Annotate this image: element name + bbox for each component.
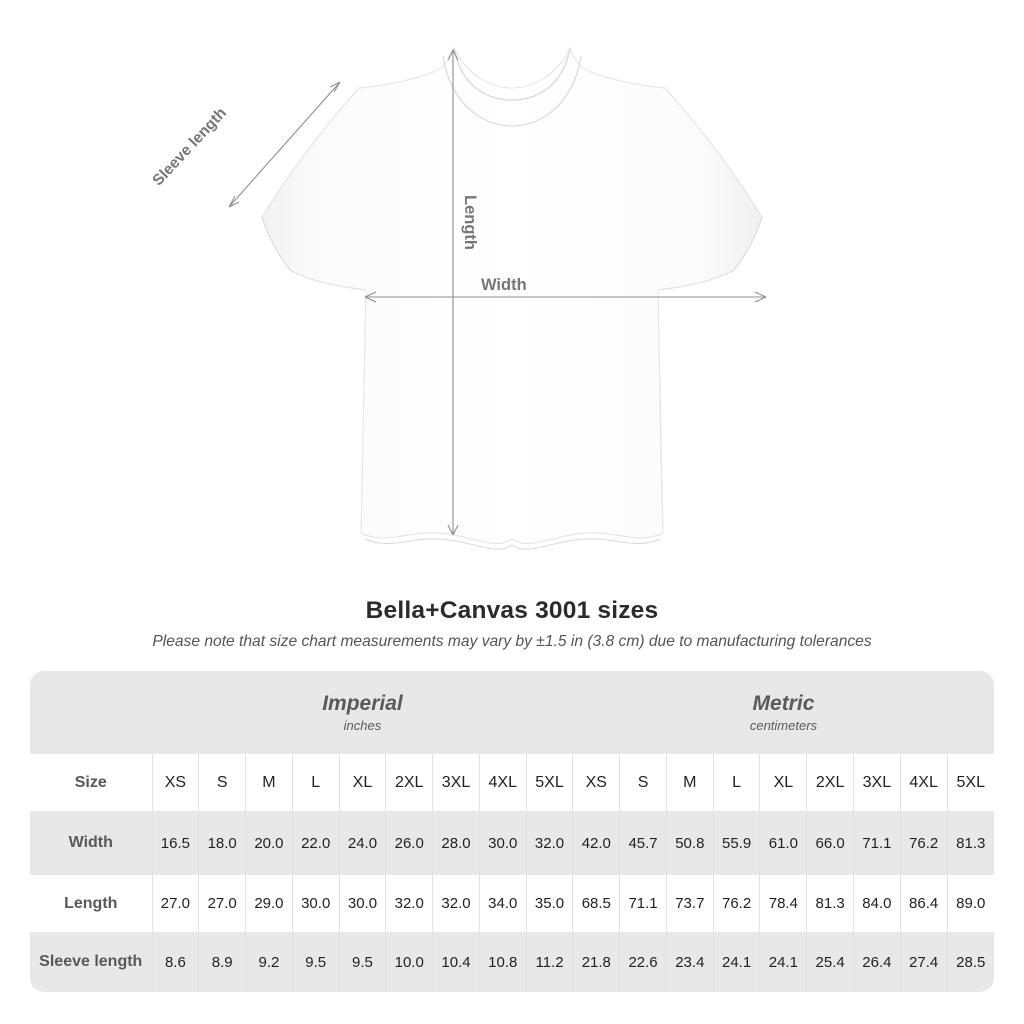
svg-text:Sleeve length: Sleeve length xyxy=(149,105,230,190)
svg-text:Length: Length xyxy=(461,195,479,250)
svg-text:Width: Width xyxy=(481,276,527,294)
